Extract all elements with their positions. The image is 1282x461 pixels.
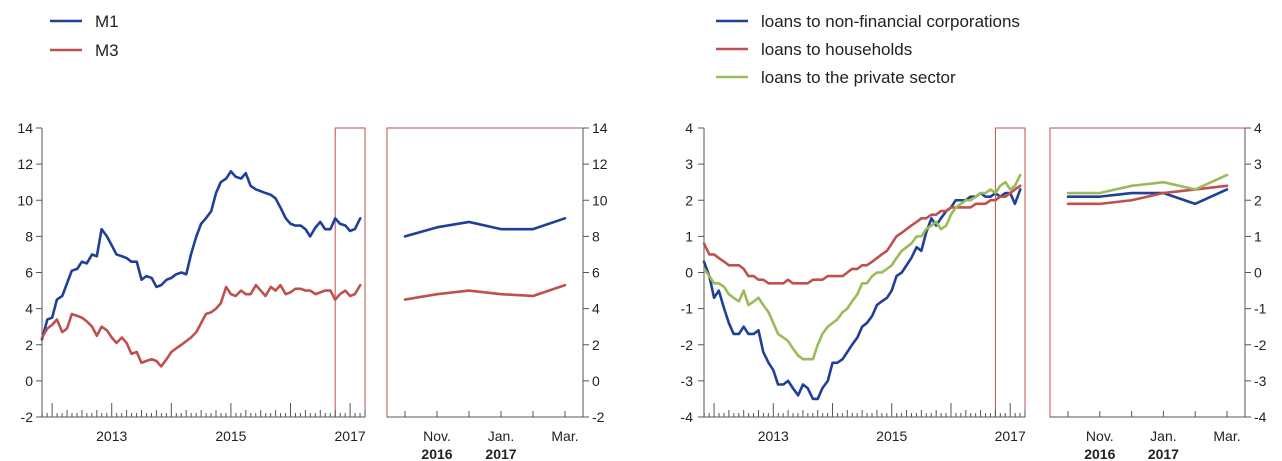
series-line-1 bbox=[1066, 184, 1229, 206]
y-tick-label: -2 bbox=[1254, 337, 1267, 353]
x-tick-label-year: 2016 bbox=[1084, 446, 1115, 461]
series-line-0 bbox=[702, 188, 1022, 401]
series-line-2 bbox=[1066, 173, 1229, 195]
legend-item: loans to households bbox=[716, 40, 912, 59]
zoom-frame bbox=[386, 127, 584, 418]
x-tick-label: 2017 bbox=[335, 428, 366, 444]
money-full-panel: 14 12 10 8 6 4 2 0 -2 2013 2015 2017 bbox=[17, 120, 365, 444]
x-tick-label: 2015 bbox=[215, 428, 246, 444]
legend-label: M1 bbox=[95, 12, 119, 31]
y-tick-label: 4 bbox=[25, 301, 33, 317]
highlight-window bbox=[994, 127, 1026, 418]
y-tick-label: 2 bbox=[25, 337, 33, 353]
series-line-0 bbox=[403, 217, 567, 238]
zoom-frame bbox=[1049, 127, 1246, 418]
y-tick-label: -3 bbox=[1254, 373, 1267, 389]
x-tick-label-month: Mar. bbox=[1213, 428, 1240, 444]
x-tick-label-month: Nov. bbox=[423, 428, 451, 444]
x-tick-label-month: Nov. bbox=[1086, 428, 1114, 444]
loans-full-panel: 4 3 2 1 0 -1 -2 -3 -4 2013 2015 2017 bbox=[681, 120, 1026, 444]
series-line-1 bbox=[40, 283, 362, 368]
y-tick-label: 4 bbox=[1254, 120, 1262, 136]
y-tick-label: 0 bbox=[685, 265, 693, 281]
y-tick-label: 14 bbox=[17, 120, 33, 136]
y-tick-label: 2 bbox=[685, 192, 693, 208]
y-tick-label: 8 bbox=[25, 228, 33, 244]
y-tick-label: 1 bbox=[1254, 228, 1262, 244]
legend-label: loans to the private sector bbox=[761, 68, 956, 87]
x-tick-label-year: 2017 bbox=[485, 446, 516, 461]
legend-label: M3 bbox=[95, 41, 119, 60]
legend-item: M1 bbox=[50, 12, 119, 31]
money-zoom-panel: 14 12 10 8 6 4 2 0 -2 Nov. 2016 Jan. 2017 Mar. bbox=[386, 120, 608, 461]
y-tick-label: 6 bbox=[592, 265, 600, 281]
x-tick-label-month: Jan. bbox=[1150, 428, 1176, 444]
y-tick-label: 3 bbox=[1254, 156, 1262, 172]
y-tick-label: 10 bbox=[592, 192, 608, 208]
legend-item: loans to the private sector bbox=[716, 68, 956, 87]
y-tick-label: 2 bbox=[592, 337, 600, 353]
x-tick-label-year: 2016 bbox=[421, 446, 452, 461]
y-tick-label: 8 bbox=[592, 228, 600, 244]
series-line-1 bbox=[702, 184, 1022, 285]
y-tick-label: -1 bbox=[681, 301, 694, 317]
y-tick-label: 0 bbox=[25, 373, 33, 389]
y-tick-label: 2 bbox=[1254, 192, 1262, 208]
series-line-0 bbox=[1066, 188, 1229, 206]
x-tick-label-month: Mar. bbox=[551, 428, 578, 444]
legend-label: loans to households bbox=[761, 40, 912, 59]
y-tick-label: -2 bbox=[592, 409, 605, 425]
highlight-window bbox=[334, 127, 366, 418]
y-tick-label: 4 bbox=[685, 120, 693, 136]
y-tick-label: 10 bbox=[17, 192, 33, 208]
legend-item: loans to non-financial corporations bbox=[716, 12, 1020, 31]
x-tick-label: 2015 bbox=[876, 428, 907, 444]
legend-right: loans to non-financial corporations loans… bbox=[716, 12, 1020, 87]
x-tick-label: 2017 bbox=[995, 428, 1026, 444]
y-tick-label: -1 bbox=[1254, 301, 1267, 317]
legend-left: M1 M3 bbox=[50, 12, 119, 60]
y-tick-label: 12 bbox=[17, 156, 33, 172]
x-tick-label-month: Jan. bbox=[488, 428, 514, 444]
x-tick-label-year: 2017 bbox=[1148, 446, 1179, 461]
loans-zoom-panel: 4 3 2 1 0 -1 -2 -3 -4 Nov. 2016 Jan. 2017 Mar. bbox=[1049, 120, 1267, 461]
y-tick-label: 12 bbox=[592, 156, 608, 172]
y-tick-label: 0 bbox=[592, 373, 600, 389]
y-tick-label: 6 bbox=[25, 265, 33, 281]
y-tick-label: -4 bbox=[1254, 409, 1267, 425]
series-line-2 bbox=[702, 173, 1022, 361]
y-tick-label: 1 bbox=[685, 228, 693, 244]
x-tick-label: 2013 bbox=[758, 428, 789, 444]
y-tick-label: 3 bbox=[685, 156, 693, 172]
legend-label: loans to non-financial corporations bbox=[761, 12, 1020, 31]
y-tick-label: -2 bbox=[21, 409, 34, 425]
series-line-1 bbox=[403, 283, 567, 301]
x-tick-label: 2013 bbox=[96, 428, 127, 444]
y-tick-label: 14 bbox=[592, 120, 608, 136]
series-line-0 bbox=[40, 170, 362, 341]
y-tick-label: -4 bbox=[681, 409, 694, 425]
y-tick-label: -2 bbox=[681, 337, 694, 353]
y-tick-label: 0 bbox=[1254, 265, 1262, 281]
y-tick-label: -3 bbox=[681, 373, 694, 389]
legend-item: M3 bbox=[50, 41, 119, 60]
y-tick-label: 4 bbox=[592, 301, 600, 317]
